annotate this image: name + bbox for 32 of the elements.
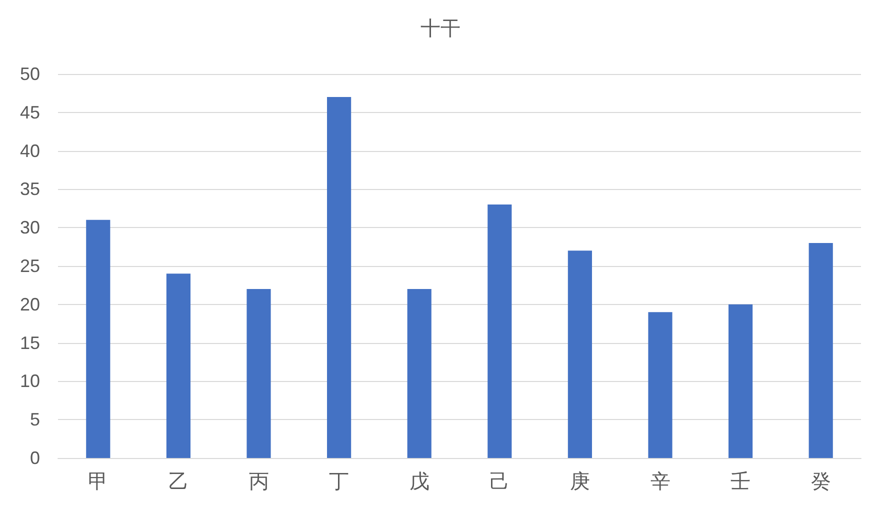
bar [808, 242, 833, 458]
x-tick-label: 甲 [88, 471, 108, 493]
bar [246, 289, 271, 458]
x-tick-label: 壬 [730, 471, 751, 493]
x-tick-label: 戊 [409, 471, 430, 493]
y-tick-label: 15 [20, 332, 40, 353]
y-tick-label: 10 [20, 371, 40, 392]
x-tick-label: 己 [490, 471, 510, 493]
y-tick-label: 35 [20, 179, 40, 200]
y-tick-label: 25 [20, 256, 40, 276]
x-tick-label: 癸 [810, 471, 831, 493]
x-tick-label: 乙 [168, 471, 188, 493]
y-tick-label: 50 [20, 64, 40, 84]
y-tick-label: 20 [20, 294, 40, 314]
bar [728, 304, 753, 458]
y-tick-label: 40 [20, 140, 40, 161]
bar [568, 250, 592, 458]
bar [407, 289, 432, 458]
bar [488, 204, 512, 458]
x-tick-label: 丁 [329, 471, 350, 493]
x-tick-label: 丙 [248, 471, 269, 493]
bar [327, 97, 352, 458]
bar [166, 274, 190, 458]
x-tick-label: 辛 [650, 471, 670, 493]
x-tick-label: 庚 [570, 471, 590, 493]
chart-title: 十干 [420, 18, 460, 40]
y-tick-label: 5 [30, 410, 40, 430]
y-tick-label: 30 [20, 218, 40, 238]
bar [86, 220, 110, 458]
bar [648, 312, 672, 458]
y-tick-label: 0 [30, 448, 40, 468]
y-tick-label: 45 [20, 102, 40, 122]
